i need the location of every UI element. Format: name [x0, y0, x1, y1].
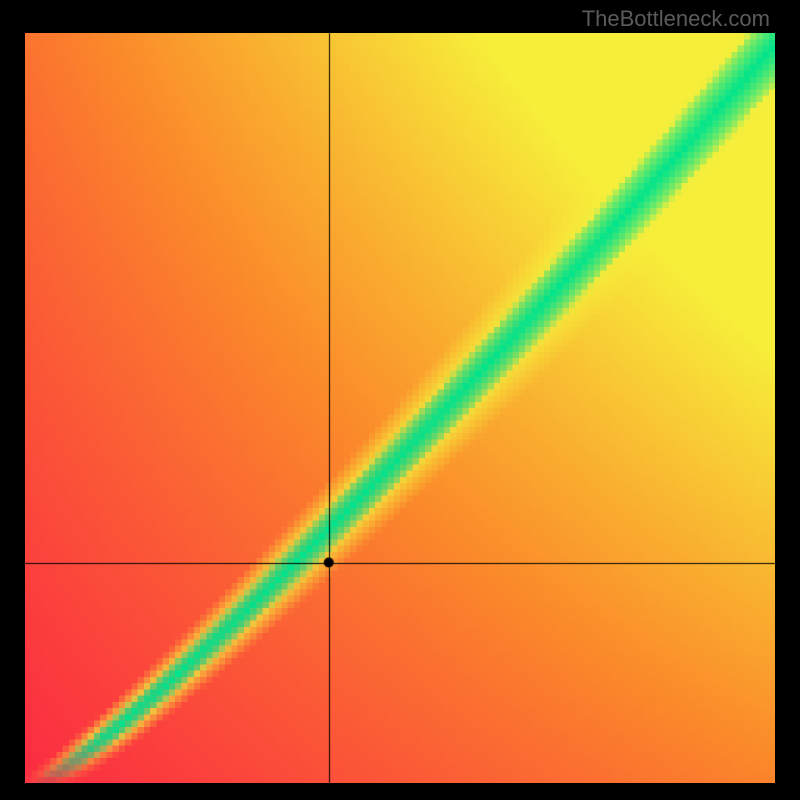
chart-container: TheBottleneck.com — [0, 0, 800, 800]
watermark-text: TheBottleneck.com — [582, 6, 770, 32]
bottleneck-heatmap — [25, 33, 775, 783]
